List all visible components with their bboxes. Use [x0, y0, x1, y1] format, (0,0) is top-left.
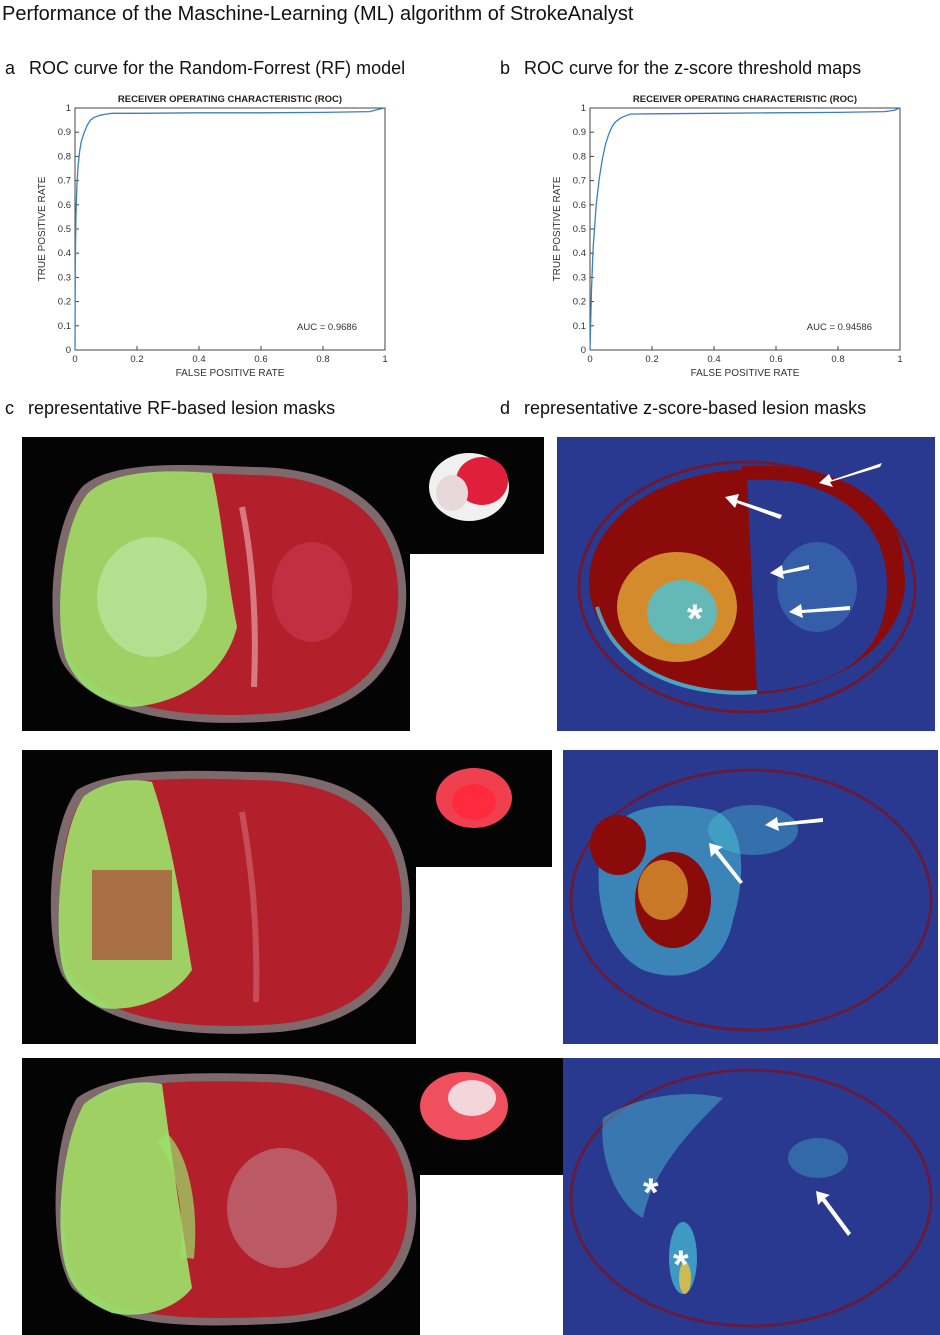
y-tick-label: 0 — [66, 345, 71, 356]
roc-chart-rf: RECEIVER OPERATING CHARACTERISTIC (ROC) 0… — [37, 94, 388, 379]
panel-b-letter: b — [500, 58, 511, 78]
x-tick-label: 1 — [897, 354, 902, 365]
rf-lesion-mask-1 — [22, 437, 544, 731]
panel-b-caption: ROC curve for the z-score threshold maps — [524, 58, 862, 78]
y-tick-label: 0.5 — [58, 224, 71, 235]
y-tick-label: 0.1 — [573, 321, 586, 332]
white-arrow-icon — [819, 463, 882, 487]
white-asterisk-icon: * — [643, 1171, 659, 1215]
roc-curve-line — [74, 107, 386, 351]
x-tick-label: 1 — [382, 354, 387, 365]
x-axis-label: FALSE POSITIVE RATE — [691, 368, 800, 379]
y-tick-label: 0 — [581, 345, 586, 356]
y-tick-label: 0.6 — [58, 200, 71, 211]
x-tick-label: 0.2 — [645, 354, 658, 365]
x-tick-label: 0 — [72, 354, 77, 365]
y-tick-label: 0.8 — [58, 151, 71, 162]
panel-b-heading: b ROC curve for the z-score threshold map… — [500, 58, 861, 79]
x-tick-label: 0.4 — [707, 354, 720, 365]
roc-curve-line — [589, 107, 901, 351]
x-tick-label: 0 — [587, 354, 592, 365]
x-tick-label: 0.6 — [769, 354, 782, 365]
y-tick-label: 0.7 — [573, 176, 586, 187]
y-tick-label: 0.4 — [58, 248, 71, 259]
panel-c-letter: c — [5, 398, 14, 418]
y-tick-label: 1 — [66, 103, 71, 114]
panel-a-letter: a — [5, 58, 16, 78]
x-tick-label: 0.8 — [831, 354, 844, 365]
auc-annotation: AUC = 0.9686 — [297, 322, 357, 333]
x-tick-label: 0.8 — [316, 354, 329, 365]
panel-a-heading: a ROC curve for the Random-Forrest (RF) m… — [5, 58, 405, 79]
y-tick-label: 0.3 — [58, 272, 71, 283]
y-tick-label: 0.9 — [573, 127, 586, 138]
panel-d-heading: d representative z-score-based lesion mas… — [500, 398, 866, 419]
white-asterisk-icon: * — [687, 597, 703, 641]
y-tick-label: 0.1 — [58, 321, 71, 332]
y-tick-label: 0.4 — [573, 248, 586, 259]
zscore-lesion-mask-2 — [563, 750, 938, 1044]
rf-lesion-mask-2 — [22, 750, 552, 1044]
x-axis-label: FALSE POSITIVE RATE — [176, 368, 285, 379]
panel-c-heading: c representative RF-based lesion masks — [5, 398, 335, 419]
y-tick-label: 0.2 — [573, 297, 586, 308]
y-tick-label: 0.5 — [573, 224, 586, 235]
white-asterisk-icon: * — [673, 1243, 689, 1287]
rf-lesion-mask-3 — [22, 1058, 566, 1335]
y-tick-label: 0.2 — [58, 297, 71, 308]
panel-d-caption: representative z-score-based lesion mask… — [524, 398, 867, 418]
y-tick-label: 0.7 — [58, 176, 71, 187]
y-axis-label: TRUE POSITIVE RATE — [552, 176, 563, 281]
plot-frame — [74, 107, 386, 351]
chart-title: RECEIVER OPERATING CHARACTERISTIC (ROC) — [633, 94, 857, 105]
y-tick-label: 0.9 — [58, 127, 71, 138]
y-tick-label: 0.6 — [573, 200, 586, 211]
roc-chart-zscore: RECEIVER OPERATING CHARACTERISTIC (ROC) 0… — [552, 94, 903, 379]
white-arrow-icon — [765, 817, 823, 831]
auc-annotation: AUC = 0.94586 — [807, 322, 872, 333]
y-axis-label: TRUE POSITIVE RATE — [37, 176, 48, 281]
x-tick-label: 0.2 — [130, 354, 143, 365]
plot-frame — [589, 107, 901, 351]
y-tick-label: 0.8 — [573, 151, 586, 162]
white-arrow-icon — [816, 1191, 851, 1236]
panel-d-letter: d — [500, 398, 511, 418]
x-tick-label: 0.4 — [192, 354, 205, 365]
chart-title: RECEIVER OPERATING CHARACTERISTIC (ROC) — [118, 94, 342, 105]
panel-a-caption: ROC curve for the Random-Forrest (RF) mo… — [29, 58, 406, 78]
panel-c-caption: representative RF-based lesion masks — [28, 398, 336, 418]
zscore-lesion-mask-3: * * — [563, 1058, 940, 1335]
y-tick-label: 0.3 — [573, 272, 586, 283]
figure-title: Performance of the Maschine-Learning (ML… — [2, 3, 634, 25]
zscore-lesion-mask-1: * — [557, 437, 935, 731]
x-tick-label: 0.6 — [254, 354, 267, 365]
y-tick-label: 1 — [581, 103, 586, 114]
